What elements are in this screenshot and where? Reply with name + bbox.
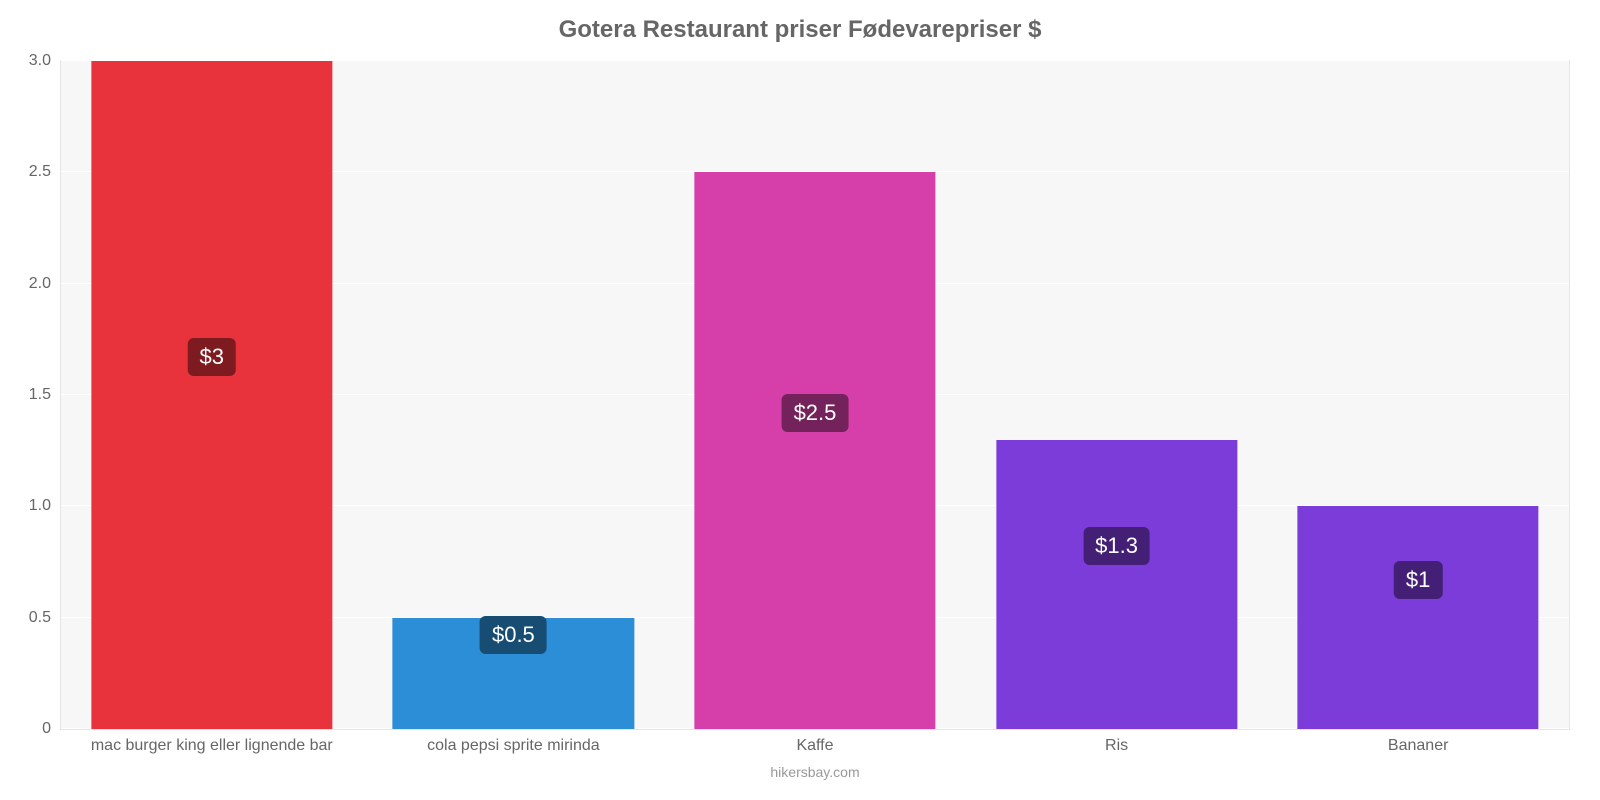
y-tick-label: 1.5 [29,386,61,404]
bar [1298,506,1539,729]
chart-title: Gotera Restaurant priser Fødevarepriser … [0,0,1600,52]
bar-slot: $1.3 Ris [966,61,1268,729]
y-tick-label: 0 [42,720,61,738]
bar-slot: $0.5 cola pepsi sprite mirinda [363,61,665,729]
y-tick-label: 3.0 [29,52,61,70]
x-category-label: Bananer [1388,729,1449,755]
y-tick-label: 0.5 [29,609,61,627]
x-category-label: mac burger king eller lignende bar [91,729,333,755]
value-badge: $3 [188,338,236,376]
value-badge: $1 [1394,561,1442,599]
bar [694,172,935,729]
bars-container: $3 mac burger king eller lignende bar $0… [61,61,1569,729]
x-category-label: Ris [1105,729,1128,755]
bar-slot: $1 Bananer [1267,61,1569,729]
plot-background: 0 0.5 1.0 1.5 2.0 2.5 3.0 $3 mac burger … [60,60,1570,730]
bar-slot: $2.5 Kaffe [664,61,966,729]
bar [91,61,332,729]
value-badge: $1.3 [1083,527,1150,565]
plot-area: 0 0.5 1.0 1.5 2.0 2.5 3.0 $3 mac burger … [60,60,1570,730]
y-tick-label: 1.0 [29,497,61,515]
attribution-text: hikersbay.com [770,764,859,780]
y-tick-label: 2.5 [29,163,61,181]
value-badge: $0.5 [480,616,547,654]
value-badge: $2.5 [782,394,849,432]
x-category-label: Kaffe [796,729,833,755]
bar-slot: $3 mac burger king eller lignende bar [61,61,363,729]
bar [996,440,1237,729]
x-category-label: cola pepsi sprite mirinda [427,729,600,755]
y-tick-label: 2.0 [29,275,61,293]
